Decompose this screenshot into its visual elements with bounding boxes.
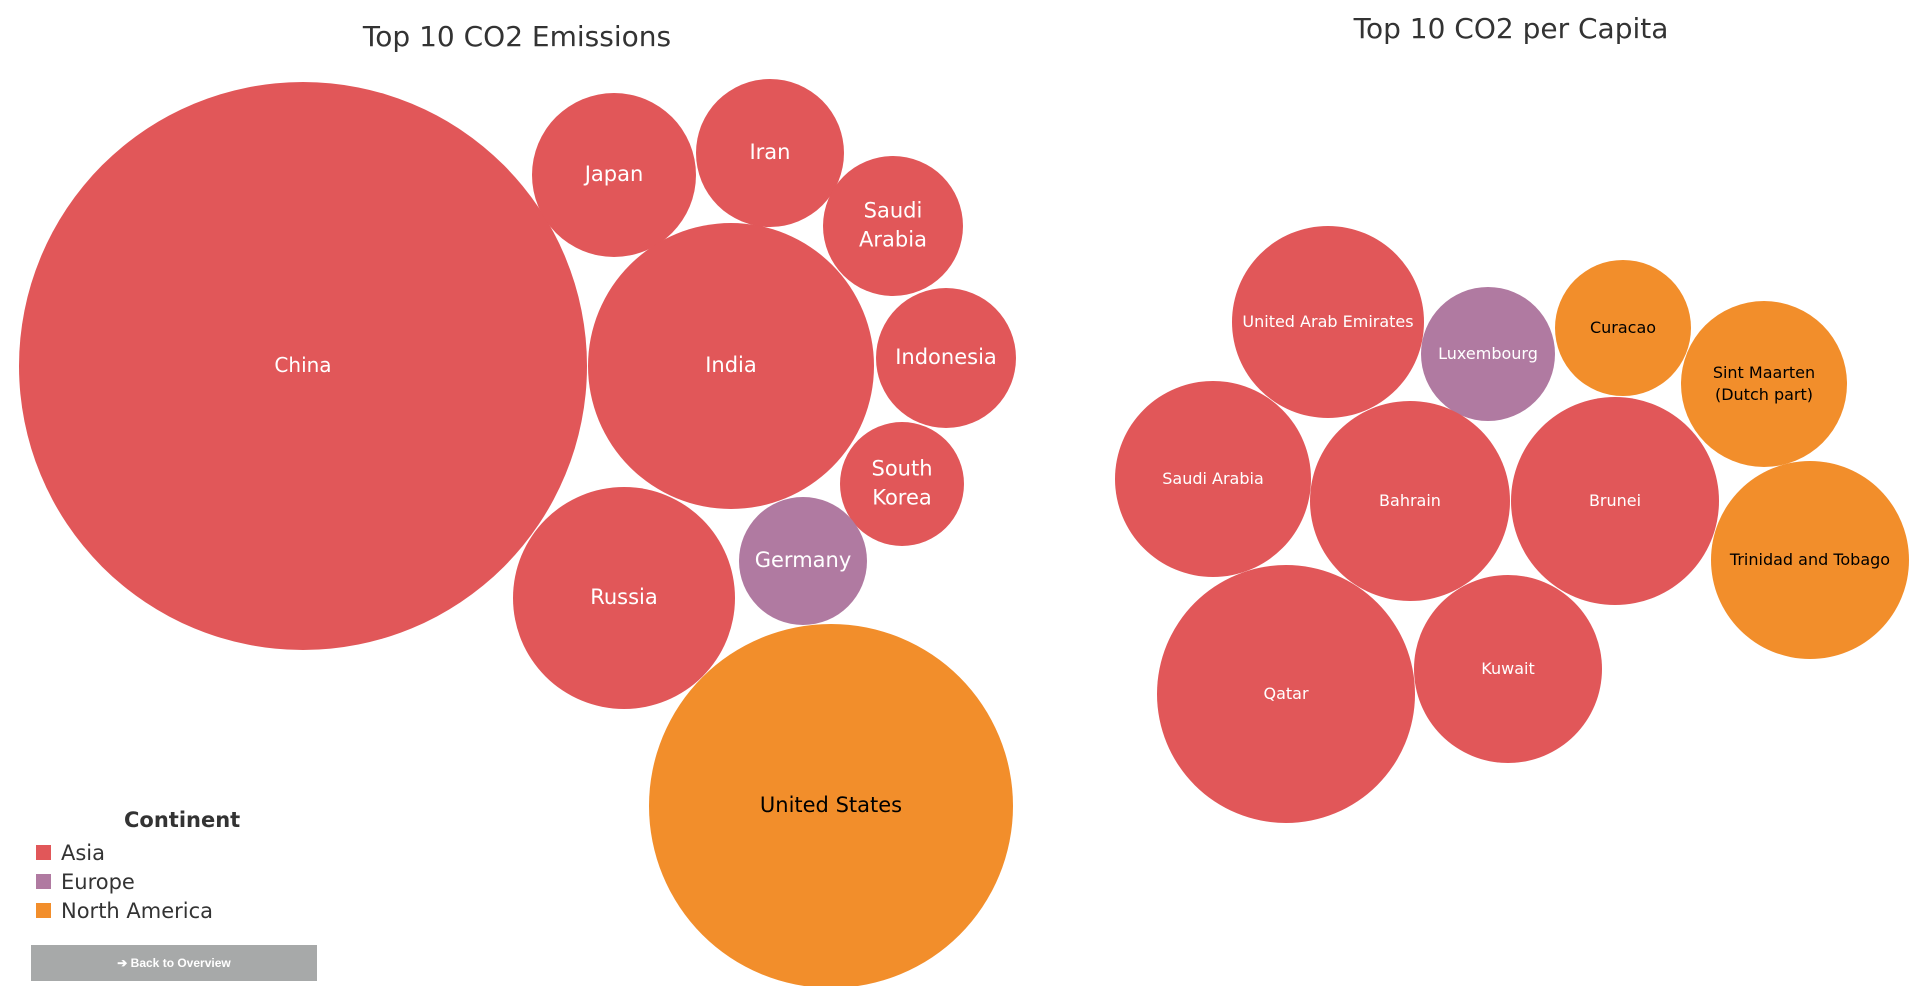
legend-label: North America	[61, 898, 214, 923]
bubble-brunei[interactable]	[1511, 397, 1719, 605]
legend-title: Continent	[124, 808, 241, 832]
bubble-japan[interactable]	[532, 93, 696, 257]
bubble-label-trinidad-and-tobago: Trinidad and Tobago	[1729, 550, 1890, 569]
bubble-label-united-arab-emirates: United Arab Emirates	[1242, 312, 1413, 331]
bubble-label-curacao: Curacao	[1590, 318, 1656, 337]
bubble-label-qatar: Qatar	[1263, 684, 1308, 703]
bubble-united-arab-emirates[interactable]	[1232, 226, 1424, 418]
bubble-label-brunei: Brunei	[1589, 491, 1641, 510]
bubble-curacao[interactable]	[1555, 260, 1691, 396]
legend-item-north-america[interactable]: North America	[36, 896, 240, 925]
bubble-label-iran: Iran	[749, 140, 790, 164]
back-to-overview-button[interactable]: ➔ Back to Overview	[31, 945, 317, 981]
bubble-trinidad-and-tobago[interactable]	[1711, 461, 1909, 659]
bubble-iran[interactable]	[696, 79, 844, 227]
bubble-qatar[interactable]	[1157, 565, 1415, 823]
legend-item-asia[interactable]: Asia	[36, 838, 240, 867]
chart-title-per-capita: Top 10 CO2 per Capita	[1353, 12, 1669, 45]
bubble-label-china: China	[274, 353, 331, 377]
bubble-kuwait[interactable]	[1414, 575, 1602, 763]
bubble-label-sint-maarten-dutch-part: Sint Maarten (Dutch part)	[1713, 362, 1815, 403]
bubble-saudi-arabia[interactable]	[823, 156, 963, 296]
bubble-label-bahrain: Bahrain	[1379, 491, 1441, 510]
legend: Continent Asia Europe North America	[36, 808, 240, 925]
legend-label: Asia	[61, 840, 106, 865]
bubble-india[interactable]	[588, 223, 874, 509]
bubble-label-indonesia: Indonesia	[895, 345, 997, 369]
bubble-label-germany: Germany	[755, 548, 852, 572]
legend-item-europe[interactable]: Europe	[36, 867, 240, 896]
bubble-label-south-korea: South Korea	[871, 457, 932, 510]
bubble-label-japan: Japan	[583, 162, 644, 186]
legend-swatch-europe	[36, 874, 51, 889]
bubble-china[interactable]	[19, 82, 587, 650]
bubble-label-luxembourg: Luxembourg	[1438, 344, 1538, 363]
chart-title-emissions: Top 10 CO2 Emissions	[362, 20, 672, 53]
bubble-indonesia[interactable]	[876, 288, 1016, 428]
bubble-label-kuwait: Kuwait	[1481, 659, 1534, 678]
bubble-label-united-states: United States	[760, 793, 902, 817]
legend-swatch-asia	[36, 845, 51, 860]
bubble-united-states[interactable]	[649, 624, 1013, 986]
bubble-label-russia: Russia	[590, 585, 658, 609]
bubble-label-saudi-arabia: Saudi Arabia	[859, 199, 927, 252]
bubble-label-india: India	[705, 353, 757, 377]
bubble-saudi-arabia[interactable]	[1115, 381, 1311, 577]
bubble-south-korea[interactable]	[840, 422, 964, 546]
legend-swatch-north-america	[36, 903, 51, 918]
bubble-luxembourg[interactable]	[1421, 287, 1555, 421]
legend-label: Europe	[61, 869, 135, 894]
bubble-russia[interactable]	[513, 487, 735, 709]
bubble-bahrain[interactable]	[1310, 401, 1510, 601]
bubble-germany[interactable]	[739, 497, 867, 625]
bubble-sint-maarten-dutch-part[interactable]	[1681, 301, 1847, 467]
bubble-label-saudi-arabia: Saudi Arabia	[1162, 469, 1264, 488]
